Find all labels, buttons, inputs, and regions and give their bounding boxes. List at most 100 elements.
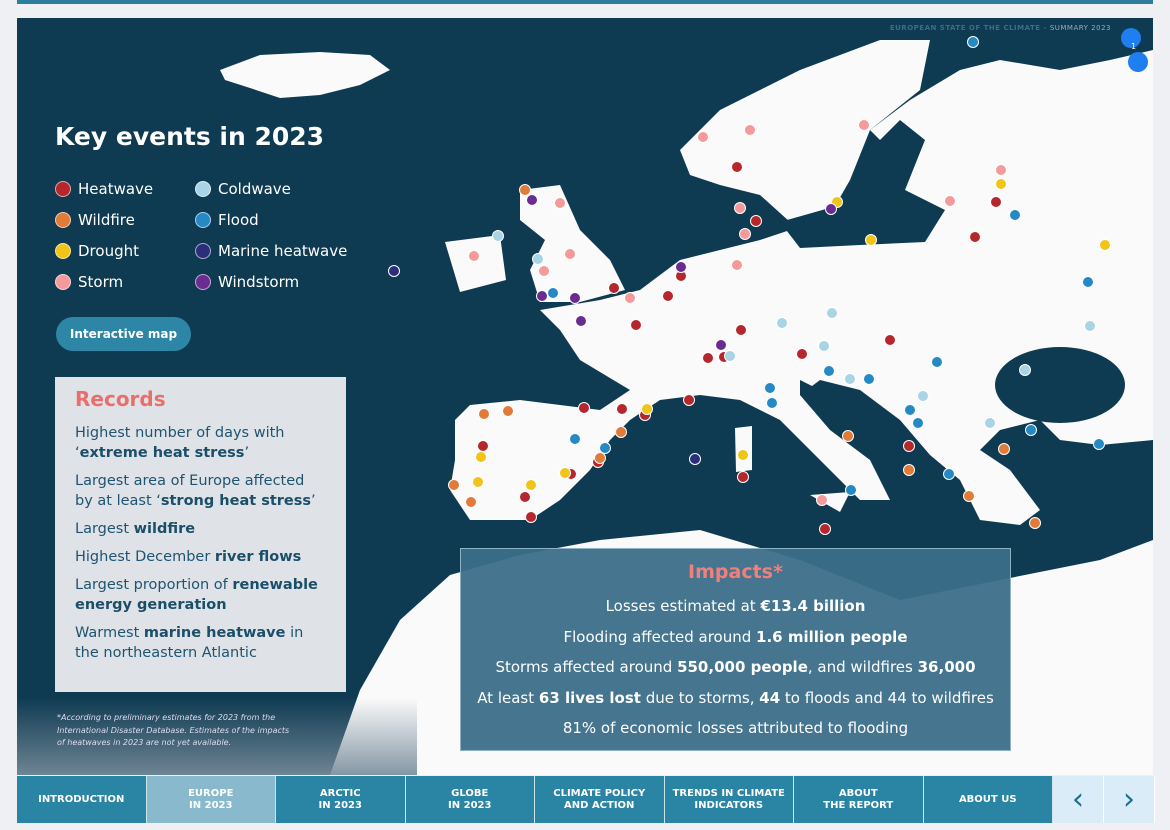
event-marker-drought[interactable] [737,449,749,461]
event-marker-flood[interactable] [599,442,611,454]
event-marker-coldwave[interactable] [917,390,929,402]
nav-tab-europe-in-2023[interactable]: EUROPE IN 2023 [146,776,276,823]
event-marker-heatwave[interactable] [969,231,981,243]
event-marker-coldwave[interactable] [532,253,544,265]
event-marker-flood[interactable] [863,373,875,385]
event-marker-storm[interactable] [944,195,956,207]
event-marker-flood[interactable] [931,356,943,368]
event-marker-flood[interactable] [912,417,924,429]
event-marker-windstorm[interactable] [675,261,687,273]
event-marker-heatwave[interactable] [884,334,896,346]
event-marker-heatwave[interactable] [662,290,674,302]
event-marker-heatwave[interactable] [683,394,695,406]
event-marker-wildfire[interactable] [903,464,915,476]
event-marker-marine-heatwave[interactable] [388,265,400,277]
event-marker-flood[interactable] [1009,209,1021,221]
event-marker-windstorm[interactable] [715,339,727,351]
nav-tab-climate-policy-and-action[interactable]: CLIMATE POLICY AND ACTION [535,776,665,823]
event-marker-flood[interactable] [904,404,916,416]
event-marker-storm[interactable] [564,248,576,260]
event-marker-storm[interactable] [816,494,828,506]
event-marker-storm[interactable] [697,131,709,143]
event-marker-drought[interactable] [475,451,487,463]
event-marker-wildfire[interactable] [1029,517,1041,529]
event-marker-wildfire[interactable] [448,479,460,491]
event-marker-windstorm[interactable] [569,292,581,304]
event-marker-coldwave[interactable] [844,373,856,385]
event-marker-heatwave[interactable] [903,440,915,452]
event-marker-flood[interactable] [547,287,559,299]
event-marker-wildfire[interactable] [465,496,477,508]
event-marker-storm[interactable] [538,265,550,277]
event-marker-coldwave[interactable] [724,350,736,362]
event-marker-heatwave[interactable] [525,511,537,523]
event-marker-heatwave[interactable] [608,282,620,294]
event-marker-windstorm[interactable] [526,194,538,206]
event-marker-marine-heatwave[interactable] [689,453,701,465]
event-marker-coldwave[interactable] [1019,364,1031,376]
event-marker-coldwave[interactable] [984,417,996,429]
event-marker-flood[interactable] [943,468,955,480]
event-marker-storm[interactable] [858,119,870,131]
event-marker-flood[interactable] [967,36,979,48]
event-marker-flood[interactable] [1025,424,1037,436]
event-marker-flood[interactable] [1093,438,1105,450]
event-marker-wildfire[interactable] [519,184,531,196]
page-scroll-indicator[interactable]: 1 [1121,28,1153,72]
event-marker-flood[interactable] [823,365,835,377]
event-marker-drought[interactable] [472,476,484,488]
event-marker-storm[interactable] [731,259,743,271]
prev-page-button[interactable]: ‹ [1053,776,1104,823]
event-marker-flood[interactable] [845,484,857,496]
event-marker-drought[interactable] [641,403,653,415]
event-marker-coldwave[interactable] [826,307,838,319]
event-marker-windstorm[interactable] [575,315,587,327]
event-marker-coldwave[interactable] [1084,320,1096,332]
event-marker-heatwave[interactable] [796,348,808,360]
nav-tab-introduction[interactable]: INTRODUCTION [17,776,147,823]
event-marker-heatwave[interactable] [477,440,489,452]
event-marker-wildfire[interactable] [963,490,975,502]
event-marker-drought[interactable] [525,479,537,491]
event-marker-heatwave[interactable] [737,471,749,483]
event-marker-storm[interactable] [734,202,746,214]
event-marker-wildfire[interactable] [594,452,606,464]
event-marker-coldwave[interactable] [492,230,504,242]
event-marker-storm[interactable] [995,164,1007,176]
event-marker-heatwave[interactable] [702,352,714,364]
event-marker-windstorm[interactable] [536,290,548,302]
event-marker-wildfire[interactable] [998,443,1010,455]
event-marker-heatwave[interactable] [731,161,743,173]
event-marker-flood[interactable] [766,397,778,409]
event-marker-flood[interactable] [764,382,776,394]
nav-tab-trends-in-climate-indicators[interactable]: TRENDS IN CLIMATE INDICATORS [664,776,794,823]
event-marker-heatwave[interactable] [616,403,628,415]
nav-tab-about-us[interactable]: ABOUT US [923,776,1053,823]
nav-tab-about-the-report[interactable]: ABOUT THE REPORT [794,776,924,823]
event-marker-wildfire[interactable] [615,426,627,438]
event-marker-wildfire[interactable] [842,430,854,442]
event-marker-heatwave[interactable] [630,319,642,331]
nav-tab-arctic-in-2023[interactable]: ARCTIC IN 2023 [276,776,406,823]
event-marker-drought[interactable] [559,467,571,479]
event-marker-storm[interactable] [744,124,756,136]
event-marker-storm[interactable] [624,292,636,304]
event-marker-heatwave[interactable] [990,196,1002,208]
nav-tab-globe-in-2023[interactable]: GLOBE IN 2023 [405,776,535,823]
event-marker-windstorm[interactable] [825,203,837,215]
event-marker-heatwave[interactable] [578,402,590,414]
event-marker-drought[interactable] [995,178,1007,190]
event-marker-heatwave[interactable] [519,491,531,503]
next-page-button[interactable]: › [1104,776,1155,823]
event-marker-heatwave[interactable] [735,324,747,336]
event-marker-coldwave[interactable] [776,317,788,329]
event-marker-flood[interactable] [1082,276,1094,288]
event-marker-flood[interactable] [569,433,581,445]
event-marker-wildfire[interactable] [502,405,514,417]
event-marker-heatwave[interactable] [819,523,831,535]
event-marker-storm[interactable] [554,197,566,209]
event-marker-storm[interactable] [468,250,480,262]
event-marker-heatwave[interactable] [750,215,762,227]
event-marker-wildfire[interactable] [478,408,490,420]
event-marker-coldwave[interactable] [818,340,830,352]
